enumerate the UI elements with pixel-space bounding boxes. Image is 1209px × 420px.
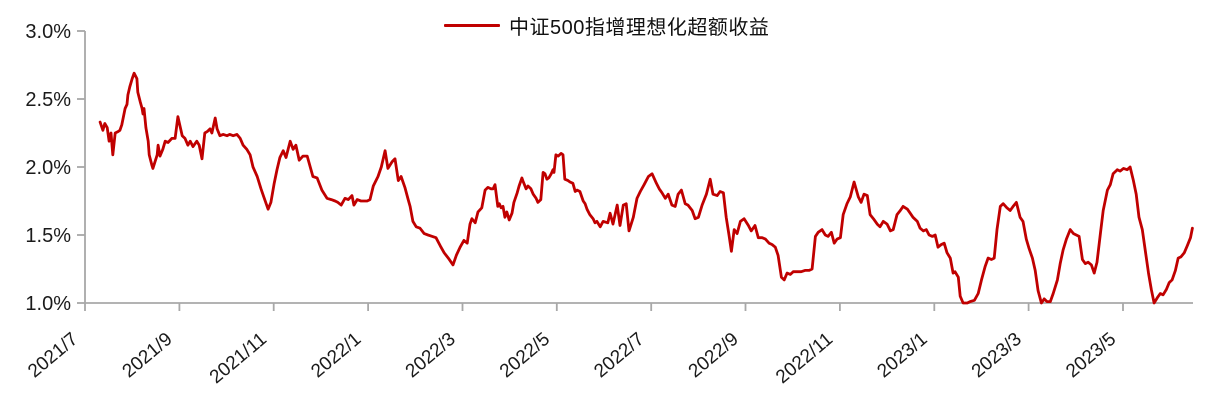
series-line: [98, 71, 1194, 305]
legend-label: 中证500指增理想化超额收益: [509, 17, 770, 39]
legend-line-swatch: [444, 24, 500, 27]
x-axis-tick-label: 2023/5: [1062, 329, 1120, 382]
x-axis-tick-label: 2023/3: [968, 329, 1026, 382]
y-axis-tick-label: 2.0%: [25, 157, 71, 179]
x-axis-tick-label: 2021/11: [206, 329, 271, 388]
y-axis-tick-label: 3.0%: [25, 21, 71, 43]
x-axis-tick-label: 2021/7: [24, 329, 82, 382]
x-axis-tick-label: 2022/7: [590, 329, 648, 382]
y-axis-tick-label: 1.0%: [25, 293, 71, 315]
x-axis-tick-label: 2022/1: [307, 329, 365, 382]
x-axis-tick-label: 2022/5: [496, 329, 554, 382]
legend: 中证500指增理想化超额收益: [444, 11, 769, 40]
x-axis-tick-label: 2021/9: [119, 329, 177, 382]
x-axis-tick-label: 2022/9: [685, 329, 743, 382]
x-axis-tick-label: 2023/1: [873, 329, 931, 382]
y-axis-tick-label: 1.5%: [25, 225, 71, 247]
y-axis-tick-label: 2.5%: [25, 89, 71, 111]
x-axis-tick-label: 2022/3: [402, 329, 460, 382]
x-axis-tick-label: 2022/11: [772, 329, 837, 388]
